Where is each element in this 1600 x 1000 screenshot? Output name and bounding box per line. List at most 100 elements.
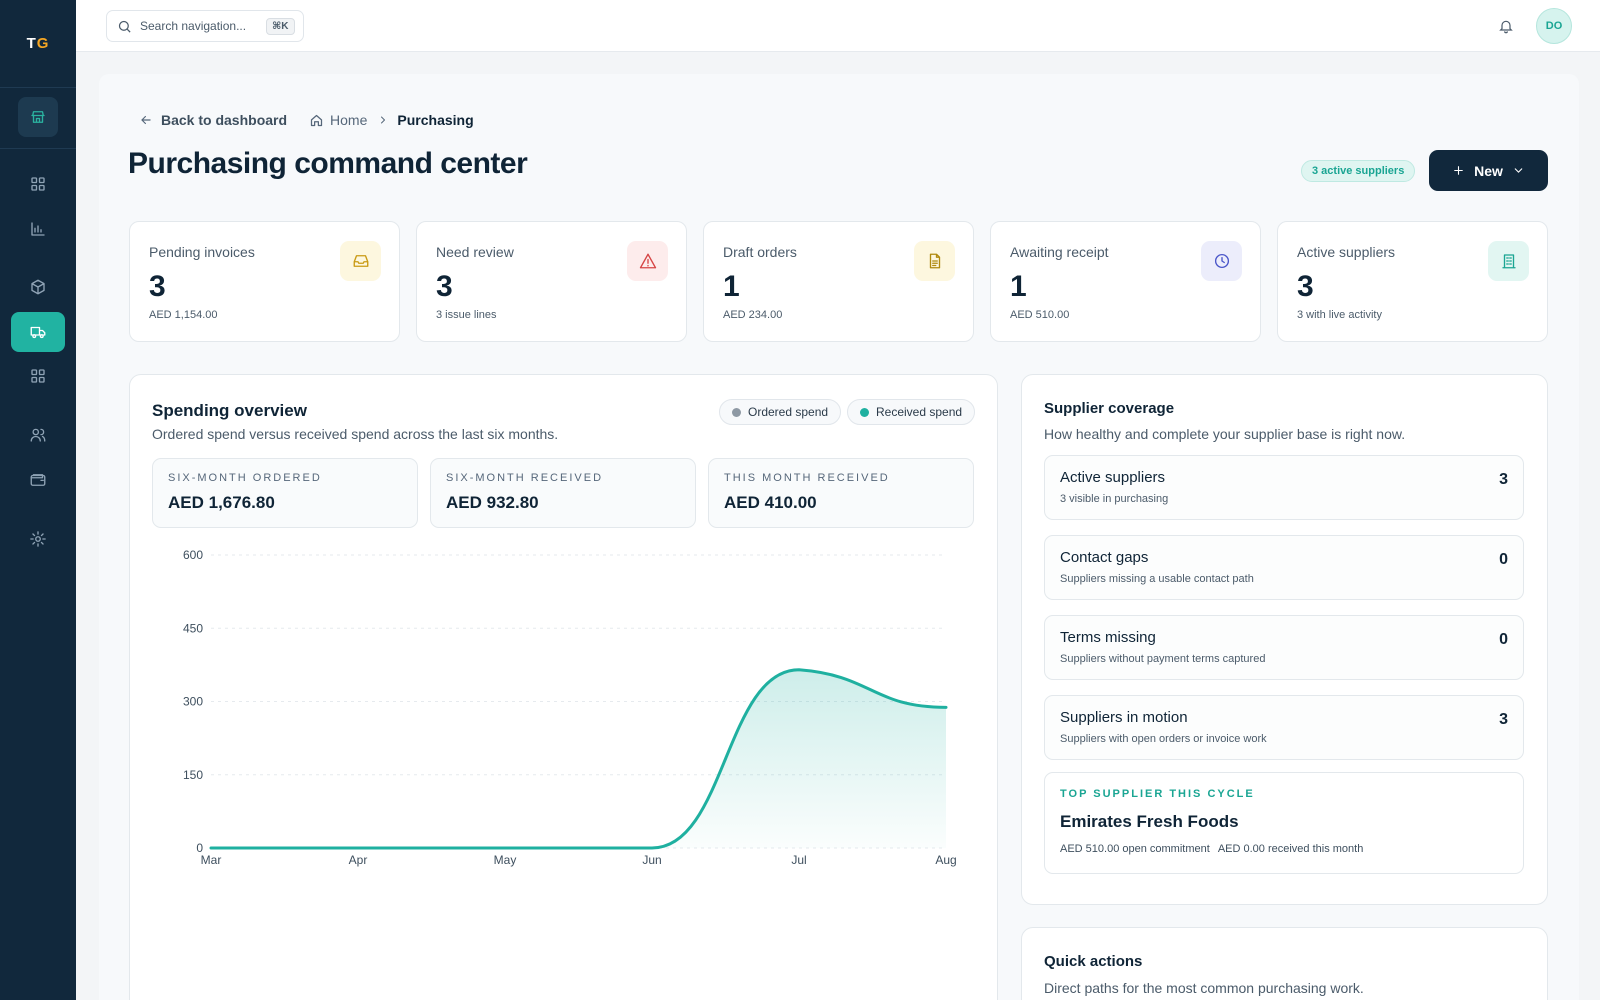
spending-chart: 0 150 300 450 600 Mar Apr May Jun Jul Aug <box>183 548 957 867</box>
stat-label: Need review <box>436 244 514 260</box>
document-icon <box>929 253 940 269</box>
top-bar: ⌘K DO <box>76 0 1600 52</box>
sidebar-item-people[interactable] <box>12 415 64 455</box>
new-button[interactable]: New <box>1429 150 1548 191</box>
avatar[interactable]: DO <box>1536 8 1572 44</box>
breadcrumb-separator <box>377 114 389 126</box>
stat-sub: AED 1,154.00 <box>149 309 218 321</box>
coverage-row-label: Suppliers in motion <box>1060 709 1188 726</box>
top-supplier-card[interactable]: TOP SUPPLIER THIS CYCLE Emirates Fresh F… <box>1044 772 1524 874</box>
stat-value: 3 <box>1297 270 1314 303</box>
quick-actions-description: Direct paths for the most common purchas… <box>1044 980 1364 996</box>
sidebar-item-reports[interactable] <box>12 209 64 249</box>
stat-card-draft-orders[interactable]: Draft orders 1 AED 234.00 <box>703 221 974 342</box>
sidebar-item-dashboard[interactable] <box>12 164 64 204</box>
stat-label: Draft orders <box>723 244 797 260</box>
sidebar-item-inventory[interactable] <box>12 267 64 307</box>
sidebar-item-purchasing[interactable] <box>11 312 65 352</box>
search-box[interactable]: ⌘K <box>106 10 304 42</box>
stat-value: 1 <box>723 270 740 303</box>
kpi-this-month-received: THIS MONTH RECEIVED AED 410.00 <box>708 458 974 528</box>
x-tick-label: Aug <box>935 853 956 867</box>
stat-icon-wrap <box>1201 241 1242 281</box>
received-spend-line <box>209 668 948 850</box>
coverage-row-value: 3 <box>1499 711 1508 728</box>
shortcut-badge: ⌘K <box>266 17 295 35</box>
coverage-row-terms-missing[interactable]: Terms missing Suppliers without payment … <box>1044 615 1524 680</box>
alert-icon <box>639 253 656 269</box>
legend-dot <box>732 407 741 417</box>
stat-icon-wrap <box>914 241 955 281</box>
legend-ordered-spend[interactable]: Ordered spend <box>719 399 842 425</box>
coverage-row-contact-gaps[interactable]: Contact gaps Suppliers missing a usable … <box>1044 535 1524 600</box>
kpi-label: THIS MONTH RECEIVED <box>724 472 890 484</box>
y-tick-label: 300 <box>183 695 203 709</box>
x-tick-label: Jun <box>642 853 661 867</box>
coverage-row-active-suppliers[interactable]: Active suppliers 3 visible in purchasing… <box>1044 455 1524 520</box>
notifications-button[interactable] <box>1494 14 1518 38</box>
stat-card-active-suppliers[interactable]: Active suppliers 3 3 with live activity <box>1277 221 1548 342</box>
search-input[interactable] <box>140 19 258 33</box>
clock-icon <box>1214 253 1229 269</box>
chevron-down-icon <box>1514 168 1523 173</box>
kpi-label: SIX-MONTH ORDERED <box>168 472 322 484</box>
coverage-row-suppliers-in-motion[interactable]: Suppliers in motion Suppliers with open … <box>1044 695 1524 760</box>
kpi-six-month-received: SIX-MONTH RECEIVED AED 932.80 <box>430 458 696 528</box>
stat-sub: 3 issue lines <box>436 309 497 321</box>
stat-label: Pending invoices <box>149 244 255 260</box>
plus-icon <box>1454 166 1463 175</box>
sidebar-item-finance[interactable] <box>12 460 64 500</box>
kpi-value: AED 932.80 <box>446 493 539 512</box>
x-tick-label: May <box>494 853 517 867</box>
stat-card-awaiting-receipt[interactable]: Awaiting receipt 1 AED 510.00 <box>990 221 1261 342</box>
breadcrumb-home-link[interactable]: Home <box>309 112 367 128</box>
coverage-row-value: 0 <box>1499 631 1508 648</box>
legend-label: Ordered spend <box>748 405 829 419</box>
store-icon <box>31 111 45 123</box>
sidebar-item-store[interactable] <box>18 97 58 137</box>
stat-icon-wrap <box>627 241 668 281</box>
truck-icon <box>30 326 46 339</box>
top-supplier-name: Emirates Fresh Foods <box>1060 812 1239 831</box>
main-panel: Back to dashboard Home Purchasing Purcha… <box>99 74 1579 1000</box>
box-icon <box>31 279 45 295</box>
inbox-icon <box>353 255 368 267</box>
coverage-title: Supplier coverage <box>1044 400 1175 417</box>
y-tick-label: 450 <box>183 621 203 635</box>
coverage-row-value: 0 <box>1499 551 1508 568</box>
back-to-dashboard-link[interactable]: Back to dashboard <box>139 112 287 128</box>
spending-description: Ordered spend versus received spend acro… <box>152 426 559 442</box>
y-tick-label: 600 <box>183 548 203 562</box>
sidebar-item-apps[interactable] <box>12 356 64 396</box>
sidebar-divider <box>0 148 76 149</box>
stat-card-need-review[interactable]: Need review 3 3 issue lines <box>416 221 687 342</box>
wallet-icon <box>30 474 46 486</box>
users-icon <box>30 428 46 442</box>
logo-letter-g: G <box>36 35 50 52</box>
top-supplier-meta: AED 510.00 open commitment AED 0.00 rece… <box>1060 843 1363 855</box>
stat-icon-wrap <box>340 241 381 281</box>
stat-card-pending-invoices[interactable]: Pending invoices 3 AED 1,154.00 <box>129 221 400 342</box>
logo-letter-t: T <box>26 35 37 52</box>
stat-sub: 3 with live activity <box>1297 309 1382 321</box>
x-tick-label: Apr <box>349 853 368 867</box>
chevron-right-icon <box>381 116 386 124</box>
coverage-row-sub: Suppliers without payment terms captured <box>1060 653 1266 665</box>
coverage-row-label: Contact gaps <box>1060 549 1149 566</box>
sidebar-item-settings[interactable] <box>12 519 64 559</box>
kpi-value: AED 410.00 <box>724 493 817 512</box>
breadcrumb: Back to dashboard Home Purchasing <box>139 112 474 128</box>
page-title: Purchasing command center <box>128 147 528 180</box>
top-supplier-received: AED 0.00 received this month <box>1217 843 1364 855</box>
gear-icon <box>30 531 46 547</box>
new-button-label: New <box>1474 162 1503 179</box>
search-icon <box>118 20 131 33</box>
coverage-row-sub: 3 visible in purchasing <box>1060 493 1169 505</box>
arrow-left-icon <box>141 115 151 125</box>
kpi-value: AED 1,676.80 <box>168 493 275 512</box>
legend-received-spend[interactable]: Received spend <box>847 399 976 425</box>
coverage-row-value: 3 <box>1499 471 1508 488</box>
bar-chart-icon <box>31 222 45 236</box>
apps-icon <box>31 369 45 383</box>
